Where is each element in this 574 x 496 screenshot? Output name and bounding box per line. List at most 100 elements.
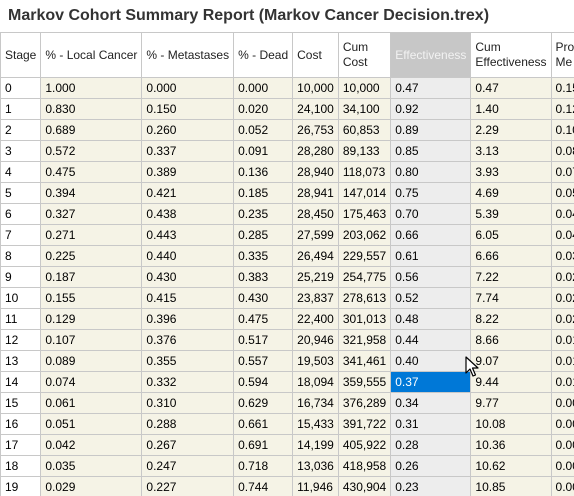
- column-header[interactable]: % - Metastases: [141, 32, 235, 78]
- table-cell[interactable]: 0.744: [233, 476, 294, 496]
- table-cell[interactable]: 0.475: [233, 308, 294, 330]
- table-cell[interactable]: 6.66: [470, 245, 552, 267]
- table-cell[interactable]: 0.443: [141, 224, 235, 246]
- row-header-stage[interactable]: 10: [0, 287, 42, 309]
- table-row[interactable]: 8 0.225 0.440 0.335 26,494 229,557 0.61 6.66 0.0…: [0, 245, 574, 267]
- table-cell[interactable]: 19,503: [292, 350, 339, 372]
- table-cell[interactable]: 0.04: [550, 224, 574, 246]
- row-header-stage[interactable]: 2: [0, 119, 42, 141]
- table-cell[interactable]: 0.26: [390, 455, 472, 477]
- table-cell[interactable]: 0.020: [233, 98, 294, 120]
- table-cell[interactable]: 0.288: [141, 413, 235, 435]
- report-grid[interactable]: Stage% - Local Cancer% - Metastases% - D…: [0, 32, 574, 496]
- table-cell[interactable]: 0.02: [550, 266, 574, 288]
- table-cell[interactable]: 15,433: [292, 413, 339, 435]
- row-header-stage[interactable]: 3: [0, 140, 42, 162]
- table-cell[interactable]: 0.830: [40, 98, 143, 120]
- column-header[interactable]: Cum Effectiveness: [470, 32, 552, 78]
- table-cell[interactable]: 229,557: [337, 245, 392, 267]
- table-cell[interactable]: 10.08: [470, 413, 552, 435]
- table-cell[interactable]: 0.107: [40, 329, 143, 351]
- row-header-stage[interactable]: 8: [0, 245, 42, 267]
- table-cell[interactable]: 2.29: [470, 119, 552, 141]
- table-cell[interactable]: 0.718: [233, 455, 294, 477]
- table-cell[interactable]: 0.34: [390, 392, 472, 414]
- table-cell[interactable]: 0.80: [390, 161, 472, 183]
- table-cell[interactable]: 0.285: [233, 224, 294, 246]
- table-cell[interactable]: 6.05: [470, 224, 552, 246]
- table-cell[interactable]: 0.227: [141, 476, 235, 496]
- table-cell[interactable]: 0.05: [550, 182, 574, 204]
- table-cell[interactable]: 0.438: [141, 203, 235, 225]
- table-cell[interactable]: 8.66: [470, 329, 552, 351]
- table-cell[interactable]: 0.394: [40, 182, 143, 204]
- table-cell[interactable]: 405,922: [337, 434, 392, 456]
- table-cell[interactable]: 60,853: [337, 119, 392, 141]
- table-cell[interactable]: 391,722: [337, 413, 392, 435]
- table-cell[interactable]: 0.376: [141, 329, 235, 351]
- table-cell[interactable]: 0.310: [141, 392, 235, 414]
- table-cell[interactable]: 0.260: [141, 119, 235, 141]
- table-cell[interactable]: 0.00: [550, 413, 574, 435]
- table-cell[interactable]: 0.01: [550, 350, 574, 372]
- row-header-stage[interactable]: 7: [0, 224, 42, 246]
- table-cell[interactable]: 0.00: [550, 476, 574, 496]
- table-cell[interactable]: 0.47: [470, 77, 552, 99]
- table-cell[interactable]: 0.185: [233, 182, 294, 204]
- table-cell[interactable]: 1.000: [40, 77, 143, 99]
- table-cell[interactable]: 359,555: [337, 371, 392, 393]
- table-cell[interactable]: 0.051: [40, 413, 143, 435]
- table-cell[interactable]: 0.042: [40, 434, 143, 456]
- table-cell[interactable]: 0.00: [550, 455, 574, 477]
- table-cell[interactable]: 0.04: [550, 203, 574, 225]
- table-cell[interactable]: 14,199: [292, 434, 339, 456]
- column-header[interactable]: Stage: [0, 32, 42, 78]
- table-cell[interactable]: 0.01: [550, 329, 574, 351]
- table-cell[interactable]: 0.517: [233, 329, 294, 351]
- column-header[interactable]: Cum Cost: [337, 32, 392, 78]
- table-cell[interactable]: 0.28: [390, 434, 472, 456]
- table-cell[interactable]: 321,958: [337, 329, 392, 351]
- table-cell[interactable]: 278,613: [337, 287, 392, 309]
- row-header-stage[interactable]: 11: [0, 308, 42, 330]
- table-row[interactable]: 19 0.029 0.227 0.744 11,946 430,904 0.23 10.85 0…: [0, 476, 574, 496]
- table-cell[interactable]: 0.332: [141, 371, 235, 393]
- table-cell[interactable]: 0.02: [550, 287, 574, 309]
- table-row[interactable]: 9 0.187 0.430 0.383 25,219 254,775 0.56 7.22 0.0…: [0, 266, 574, 288]
- table-cell[interactable]: 341,461: [337, 350, 392, 372]
- table-row[interactable]: 6 0.327 0.438 0.235 28,450 175,463 0.70 5.39 0.0…: [0, 203, 574, 225]
- table-cell[interactable]: 0.48: [390, 308, 472, 330]
- table-cell[interactable]: 26,494: [292, 245, 339, 267]
- table-cell[interactable]: 13,036: [292, 455, 339, 477]
- table-cell[interactable]: 0.37: [390, 371, 472, 393]
- column-header[interactable]: % - Local Cancer: [40, 32, 143, 78]
- table-cell[interactable]: 9.44: [470, 371, 552, 393]
- table-cell[interactable]: 0.091: [233, 140, 294, 162]
- table-cell[interactable]: 0.15: [550, 77, 574, 99]
- table-cell[interactable]: 0.421: [141, 182, 235, 204]
- table-cell[interactable]: 0.01: [550, 371, 574, 393]
- table-cell[interactable]: 10.62: [470, 455, 552, 477]
- table-cell[interactable]: 0.661: [233, 413, 294, 435]
- table-cell[interactable]: 28,280: [292, 140, 339, 162]
- table-cell[interactable]: 0.40: [390, 350, 472, 372]
- table-cell[interactable]: 7.22: [470, 266, 552, 288]
- table-cell[interactable]: 22,400: [292, 308, 339, 330]
- table-cell[interactable]: 20,946: [292, 329, 339, 351]
- table-cell[interactable]: 0.08: [550, 140, 574, 162]
- row-header-stage[interactable]: 4: [0, 161, 42, 183]
- table-cell[interactable]: 0.691: [233, 434, 294, 456]
- table-cell[interactable]: 0.430: [141, 266, 235, 288]
- row-header-stage[interactable]: 14: [0, 371, 42, 393]
- table-cell[interactable]: 8.22: [470, 308, 552, 330]
- table-cell[interactable]: 1.40: [470, 98, 552, 120]
- column-header[interactable]: Effectiveness: [390, 32, 472, 78]
- table-cell[interactable]: 10.36: [470, 434, 552, 456]
- table-cell[interactable]: 7.74: [470, 287, 552, 309]
- table-cell[interactable]: 0.247: [141, 455, 235, 477]
- table-cell[interactable]: 118,073: [337, 161, 392, 183]
- column-header[interactable]: Cost: [292, 32, 339, 78]
